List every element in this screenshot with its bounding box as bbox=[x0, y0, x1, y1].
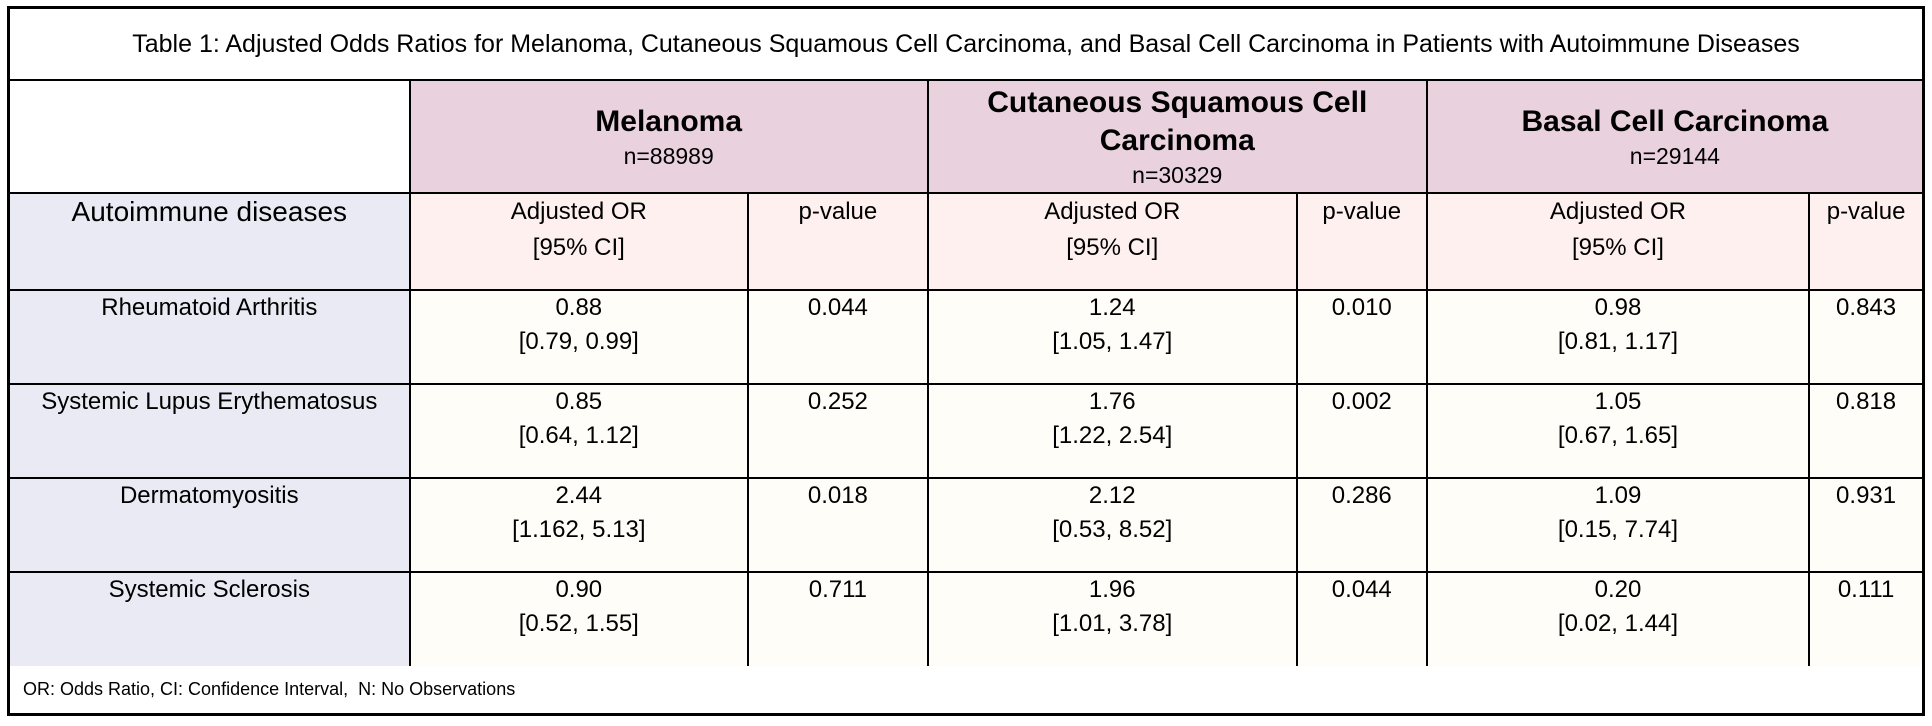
ci-value: [1.01, 3.78] bbox=[1052, 610, 1173, 637]
or-value: 0.88 bbox=[555, 294, 603, 321]
or-label-line1: Adjusted OR bbox=[1044, 198, 1181, 225]
p-value-cell-melanoma: 0.711 bbox=[747, 571, 929, 666]
table-row: Dermatomyositis 2.44 [1.162, 5.13] 0.018… bbox=[10, 477, 1922, 573]
p-value-cell-cscc: 0.002 bbox=[1295, 383, 1428, 479]
ci-value: [1.162, 5.13] bbox=[512, 516, 646, 543]
or-value: 1.24 bbox=[1088, 294, 1136, 321]
or-ci-cell-melanoma: 0.90 [0.52, 1.55] bbox=[408, 571, 750, 666]
or-label-line1: Adjusted OR bbox=[510, 198, 647, 225]
table-row: Systemic Sclerosis 0.90 [0.52, 1.55] 0.7… bbox=[10, 571, 1922, 666]
or-value: 0.85 bbox=[555, 388, 603, 415]
corner-cell bbox=[10, 81, 411, 194]
or-value: 1.76 bbox=[1088, 388, 1136, 415]
row-label: Dermatomyositis bbox=[10, 477, 411, 573]
or-ci-header-cscc: Adjusted OR [95% CI] bbox=[926, 192, 1298, 291]
p-value-cell-cscc: 0.044 bbox=[1295, 571, 1428, 666]
ci-value: [0.52, 1.55] bbox=[518, 610, 639, 637]
group-header-bcc: Basal Cell Carcinoma n=29144 bbox=[1425, 81, 1922, 194]
or-ci-header-bcc: Adjusted OR [95% CI] bbox=[1425, 192, 1811, 291]
group-header-row: Melanoma n=88989 Cutaneous Squamous Cell… bbox=[10, 81, 1922, 194]
or-value: 0.98 bbox=[1594, 294, 1642, 321]
or-ci-cell-bcc: 1.09 [0.15, 7.74] bbox=[1425, 477, 1811, 573]
p-value-cell-bcc: 0.843 bbox=[1808, 289, 1922, 385]
p-value-cell-melanoma: 0.044 bbox=[747, 289, 929, 385]
ci-value: [0.02, 1.44] bbox=[1557, 610, 1678, 637]
or-ci-cell-cscc: 2.12 [0.53, 8.52] bbox=[926, 477, 1298, 573]
p-value-cell-melanoma: 0.018 bbox=[747, 477, 929, 573]
p-value-header-bcc: p-value bbox=[1808, 192, 1922, 291]
p-value-cell-bcc: 0.818 bbox=[1808, 383, 1922, 479]
or-value: 1.09 bbox=[1594, 482, 1642, 509]
or-value: 1.05 bbox=[1594, 388, 1642, 415]
row-label: Systemic Sclerosis bbox=[10, 571, 411, 666]
or-label-line2: [95% CI] bbox=[1571, 234, 1664, 261]
or-ci-cell-melanoma: 0.88 [0.79, 0.99] bbox=[408, 289, 750, 385]
row-label: Rheumatoid Arthritis bbox=[10, 289, 411, 385]
ci-value: [0.79, 0.99] bbox=[518, 328, 639, 355]
group-name: Cutaneous Squamous Cell Carcinoma bbox=[987, 85, 1368, 157]
or-ci-cell-melanoma: 0.85 [0.64, 1.12] bbox=[408, 383, 750, 479]
row-dimension-header: Autoimmune diseases bbox=[10, 192, 411, 291]
or-ci-cell-cscc: 1.24 [1.05, 1.47] bbox=[926, 289, 1298, 385]
ci-value: [0.67, 1.65] bbox=[1557, 422, 1678, 449]
group-name: Basal Cell Carcinoma bbox=[1521, 104, 1829, 138]
or-ci-cell-melanoma: 2.44 [1.162, 5.13] bbox=[408, 477, 750, 573]
or-value: 1.96 bbox=[1088, 576, 1136, 603]
group-sample-size: n=88989 bbox=[623, 142, 714, 169]
or-label-line2: [95% CI] bbox=[1066, 234, 1159, 261]
table-title: Table 1: Adjusted Odds Ratios for Melano… bbox=[10, 9, 1922, 81]
p-value-cell-melanoma: 0.252 bbox=[747, 383, 929, 479]
footnote: OR: Odds Ratio, CI: Confidence Interval,… bbox=[10, 666, 1922, 713]
or-ci-cell-cscc: 1.76 [1.22, 2.54] bbox=[926, 383, 1298, 479]
group-name: Melanoma bbox=[595, 104, 743, 138]
group-header-cscc: Cutaneous Squamous Cell Carcinoma n=3032… bbox=[926, 81, 1428, 194]
or-value: 0.20 bbox=[1594, 576, 1642, 603]
p-value-cell-cscc: 0.010 bbox=[1295, 289, 1428, 385]
p-value-cell-bcc: 0.111 bbox=[1808, 571, 1922, 666]
p-value-header-cscc: p-value bbox=[1295, 192, 1428, 291]
table-row: Rheumatoid Arthritis 0.88 [0.79, 0.99] 0… bbox=[10, 289, 1922, 385]
p-value-cell-cscc: 0.286 bbox=[1295, 477, 1428, 573]
p-value-cell-bcc: 0.931 bbox=[1808, 477, 1922, 573]
table-figure: Table 1: Adjusted Odds Ratios for Melano… bbox=[7, 6, 1925, 716]
or-value: 2.44 bbox=[555, 482, 603, 509]
or-value: 2.12 bbox=[1088, 482, 1136, 509]
row-label: Systemic Lupus Erythematosus bbox=[10, 383, 411, 479]
ci-value: [0.81, 1.17] bbox=[1557, 328, 1678, 355]
stat-header-row: Autoimmune diseases Adjusted OR [95% CI]… bbox=[10, 192, 1922, 291]
ci-value: [0.64, 1.12] bbox=[518, 422, 639, 449]
or-label-line2: [95% CI] bbox=[532, 234, 625, 261]
or-ci-cell-bcc: 0.20 [0.02, 1.44] bbox=[1425, 571, 1811, 666]
ci-value: [1.22, 2.54] bbox=[1052, 422, 1173, 449]
or-ci-cell-bcc: 1.05 [0.67, 1.65] bbox=[1425, 383, 1811, 479]
table-row: Systemic Lupus Erythematosus 0.85 [0.64,… bbox=[10, 383, 1922, 479]
group-header-melanoma: Melanoma n=88989 bbox=[408, 81, 929, 194]
or-label-line1: Adjusted OR bbox=[1549, 198, 1686, 225]
odds-ratio-table: Melanoma n=88989 Cutaneous Squamous Cell… bbox=[10, 81, 1922, 666]
or-ci-cell-bcc: 0.98 [0.81, 1.17] bbox=[1425, 289, 1811, 385]
group-sample-size: n=30329 bbox=[1132, 161, 1223, 188]
or-ci-cell-cscc: 1.96 [1.01, 3.78] bbox=[926, 571, 1298, 666]
ci-value: [1.05, 1.47] bbox=[1052, 328, 1173, 355]
ci-value: [0.53, 8.52] bbox=[1052, 516, 1173, 543]
or-ci-header-melanoma: Adjusted OR [95% CI] bbox=[408, 192, 750, 291]
ci-value: [0.15, 7.74] bbox=[1557, 516, 1678, 543]
group-sample-size: n=29144 bbox=[1629, 142, 1720, 169]
or-value: 0.90 bbox=[555, 576, 603, 603]
p-value-header-melanoma: p-value bbox=[747, 192, 929, 291]
